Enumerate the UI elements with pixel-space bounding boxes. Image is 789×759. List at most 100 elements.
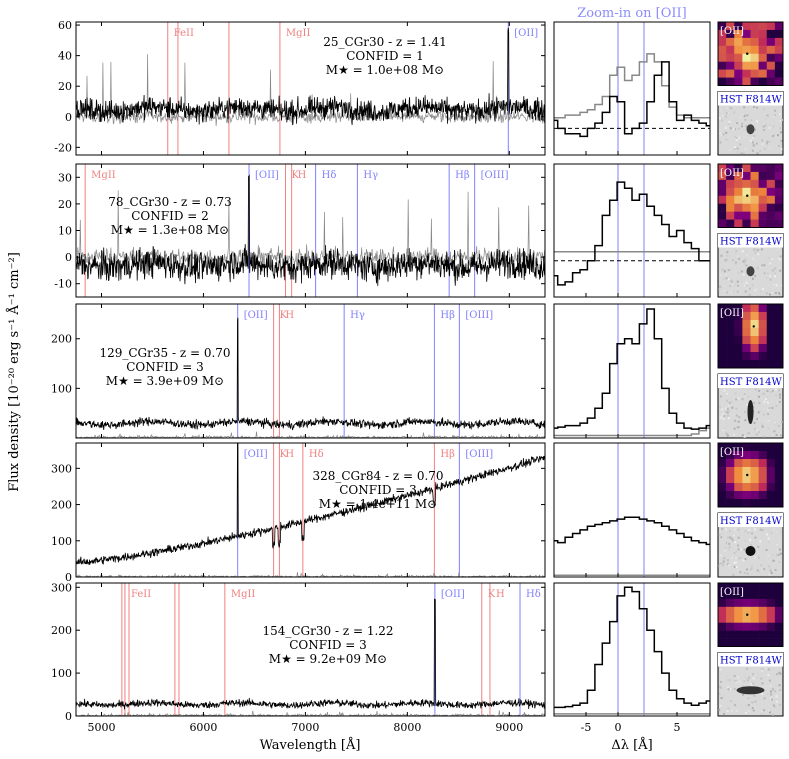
oii-stamp-pixel — [774, 304, 784, 313]
oii-stamp-pixel — [742, 179, 751, 189]
oii-stamp-pixel — [718, 344, 727, 353]
oii-stamp-pixel — [734, 164, 743, 173]
y-tick-label: 0 — [65, 710, 72, 723]
hst-noise-pixel — [719, 117, 722, 120]
oii-stamp-pixel — [750, 459, 759, 468]
oii-stamp-pixel — [750, 304, 759, 313]
hst-noise-pixel — [762, 709, 765, 712]
hst-noise-pixel — [726, 254, 729, 257]
oii-stamp-pixel — [734, 37, 743, 47]
main-axes-frame — [75, 582, 546, 717]
hst-noise-pixel — [772, 126, 775, 129]
oii-stamp-pixel — [750, 499, 759, 508]
hst-noise-pixel — [764, 705, 767, 708]
oii-stamp-pixel — [726, 451, 735, 460]
oii-stamp-frame — [717, 163, 784, 228]
hst-noise-pixel — [744, 539, 747, 542]
galaxy-annotation: CONFID = 1 — [346, 49, 424, 63]
zoom-panel — [553, 442, 711, 578]
oii-stamp-pixel — [774, 467, 784, 476]
hst-noise-pixel — [733, 565, 736, 568]
oii-stamp-pixel — [766, 491, 776, 500]
oii-stamp-pixel — [774, 61, 784, 70]
oii-stamp-pixel — [734, 304, 743, 313]
hst-noise-pixel — [757, 253, 760, 256]
hst-noise-pixel — [766, 272, 769, 275]
hst-noise-pixel — [752, 677, 755, 680]
oii-stamp-pixel — [758, 630, 768, 639]
hst-noise-pixel — [757, 556, 760, 559]
hst-noise-pixel — [772, 283, 775, 286]
oii-stamp-pixel — [766, 459, 776, 468]
hst-noise-pixel — [743, 284, 746, 287]
hst-noise-pixel — [719, 704, 722, 707]
zoom-x-tick-label: 5 — [674, 721, 681, 734]
hst-noise-pixel — [719, 416, 722, 419]
hst-noise-pixel — [745, 704, 748, 707]
oii-stamp-pixel — [774, 638, 784, 647]
hst-noise-pixel — [751, 141, 754, 144]
hst-noise-pixel — [718, 693, 721, 696]
hst-noise-pixel — [726, 251, 729, 254]
hst-noise-pixel — [719, 108, 722, 111]
hst-noise-pixel — [719, 406, 722, 409]
hst-noise-pixel — [727, 269, 730, 272]
oii-stamp-pixel — [726, 195, 735, 204]
hst-noise-pixel — [762, 698, 765, 701]
hst-noise-pixel — [730, 400, 733, 403]
hst-noise-pixel — [764, 667, 767, 670]
hst-noise-pixel — [760, 564, 763, 567]
oii-stamp-pixel — [718, 583, 727, 592]
hst-noise-pixel — [745, 284, 748, 287]
noise-spectrum — [76, 710, 545, 716]
y-tick-label: 0 — [65, 111, 72, 124]
hst-noise-pixel — [763, 107, 766, 110]
hst-noise-pixel — [779, 269, 782, 272]
oii-stamp-pixel — [718, 187, 727, 197]
hst-noise-pixel — [753, 421, 756, 424]
hst-noise-pixel — [775, 695, 778, 698]
hst-noise-pixel — [730, 537, 733, 540]
hst-noise-pixel — [772, 554, 775, 557]
line-label: K — [292, 170, 300, 181]
oii-stamp-pixel — [742, 336, 751, 345]
hst-noise-pixel — [735, 709, 738, 712]
hst-noise-pixel — [763, 568, 766, 571]
hst-noise-pixel — [726, 399, 729, 402]
oii-stamp-pixel — [718, 29, 727, 39]
hst-noise-pixel — [744, 148, 747, 151]
oii-stamp-pixel — [758, 622, 768, 631]
galaxy-annotation: CONFID = 2 — [131, 209, 209, 223]
hst-noise-pixel — [774, 706, 777, 709]
hst-noise-pixel — [738, 135, 741, 138]
oii-stamp-pixel — [774, 45, 784, 55]
zoom-x-axis-label: Δλ [Å] — [611, 737, 652, 753]
hst-noise-pixel — [725, 394, 728, 397]
hst-noise-pixel — [775, 702, 778, 705]
hst-noise-pixel — [765, 292, 768, 295]
galaxy-spectrum — [76, 317, 545, 431]
hst-noise-pixel — [734, 419, 737, 422]
oii-stamp-pixel — [766, 211, 776, 220]
oii-stamp-pixel — [718, 491, 727, 500]
oii-stamp-pixel — [758, 312, 768, 321]
hst-noise-pixel — [761, 529, 764, 532]
hst-noise-pixel — [766, 114, 769, 117]
oii-stamp-pixel — [758, 491, 768, 500]
hst-noise-pixel — [769, 274, 772, 277]
hst-noise-pixel — [774, 109, 777, 112]
oii-stamp-pixel — [758, 37, 768, 47]
hst-noise-pixel — [775, 284, 778, 287]
hst-noise-pixel — [731, 107, 734, 110]
hst-noise-pixel — [777, 553, 780, 556]
hst-noise-pixel — [732, 147, 735, 150]
oii-stamp-label: [OII] — [720, 168, 744, 179]
hst-noise-pixel — [765, 533, 768, 536]
oii-stamp-pixel — [718, 451, 727, 460]
oii-stamp-pixel — [742, 630, 751, 639]
oii-stamp-pixel — [726, 336, 735, 345]
hst-noise-pixel — [727, 278, 730, 281]
hst-noise-pixel — [722, 695, 725, 698]
hst-noise-pixel — [744, 260, 747, 263]
oii-stamp-pixel — [742, 37, 751, 47]
